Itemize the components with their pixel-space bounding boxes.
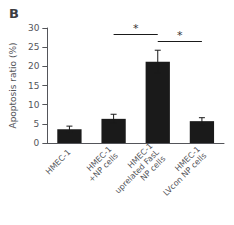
svg-text:20: 20 xyxy=(28,61,40,71)
svg-text:5: 5 xyxy=(34,119,40,129)
svg-text:HMEC-1: HMEC-1 xyxy=(173,144,202,174)
svg-text:HMEC-1: HMEC-1 xyxy=(44,148,73,177)
svg-text:10: 10 xyxy=(28,100,40,110)
svg-text:Apoptosis ratio (%): Apoptosis ratio (%) xyxy=(8,42,18,128)
svg-text:NP cells: NP cells xyxy=(139,154,167,182)
svg-text:HMEC-1: HMEC-1 xyxy=(125,141,155,171)
svg-text:B: B xyxy=(9,6,19,21)
svg-text:uprelated FasL: uprelated FasL xyxy=(113,147,161,196)
svg-text:25: 25 xyxy=(28,42,39,52)
svg-text:*: * xyxy=(177,29,183,42)
svg-text:30: 30 xyxy=(28,23,40,33)
svg-text:*: * xyxy=(133,22,139,35)
svg-text:HMEC-1: HMEC-1 xyxy=(85,144,114,174)
svg-text:0: 0 xyxy=(34,138,40,148)
svg-text:+NP cells: +NP cells xyxy=(87,151,120,184)
svg-text:LVcon NP cells: LVcon NP cells xyxy=(162,151,209,198)
svg-text:15: 15 xyxy=(28,81,39,91)
